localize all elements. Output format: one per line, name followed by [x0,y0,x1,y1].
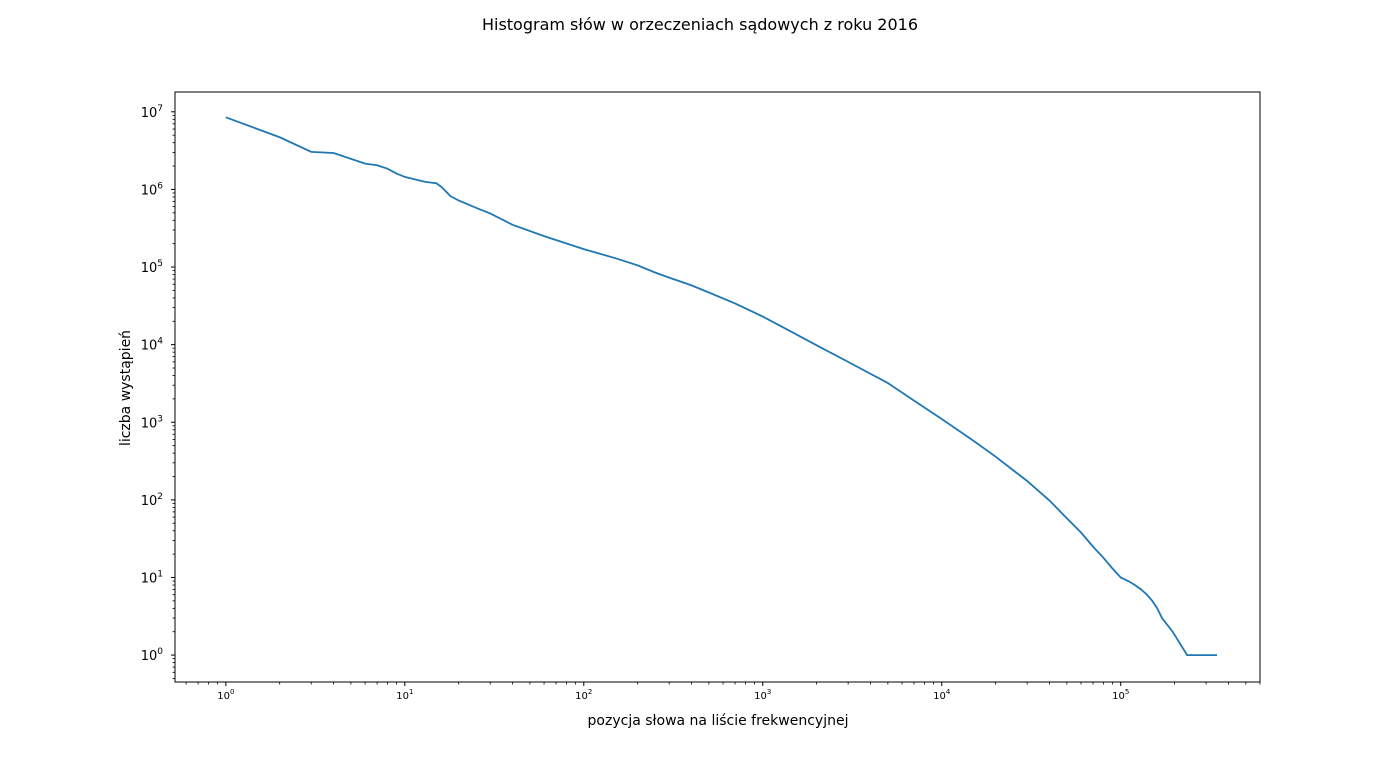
x-axis-label: pozycja słowa na liście frekwencyjnej [588,713,849,729]
x-tick-base: 10 [217,691,230,702]
x-tick-base: 10 [575,691,588,702]
y-tick-label: 104 [141,337,164,354]
chart-title: Histogram słów w orzeczeniach sądowych z… [482,15,918,34]
y-tick-exponent: 3 [157,414,163,424]
x-tick-base: 10 [396,691,409,702]
x-tick-exponent: 3 [767,688,771,696]
y-tick-exponent: 7 [157,104,163,114]
x-tick-label: 102 [575,688,592,702]
x-tick-label: 103 [754,688,771,702]
y-tick-label: 102 [141,492,163,509]
x-tick-label: 100 [217,688,234,702]
y-tick-label: 100 [141,647,164,664]
x-axis: 100 101 102 103 104 105 [185,682,1261,702]
x-tick-label: 104 [933,688,951,702]
y-tick-exponent: 0 [157,647,163,657]
y-tick-base: 10 [141,571,158,586]
y-tick-exponent: 5 [157,259,163,269]
y-tick-exponent: 1 [157,569,163,579]
x-tick-exponent: 5 [1125,688,1129,696]
y-tick-base: 10 [141,106,158,121]
y-tick-exponent: 4 [157,337,163,347]
x-tick-base: 10 [933,691,946,702]
x-tick-exponent: 0 [230,688,234,696]
y-tick-base: 10 [141,183,158,198]
y-tick-exponent: 2 [157,492,163,502]
y-tick-base: 10 [141,494,158,509]
y-tick-base: 10 [141,649,158,664]
x-tick-label: 101 [396,688,413,702]
x-tick-base: 10 [1112,691,1125,702]
y-tick-base: 10 [141,416,158,431]
y-tick-base: 10 [141,261,158,276]
x-tick-exponent: 2 [588,688,592,696]
y-tick-label: 107 [141,104,163,121]
series-line [225,116,1217,656]
x-tick-exponent: 1 [409,688,413,696]
x-tick-exponent: 4 [946,688,951,696]
y-tick-label: 101 [141,569,163,586]
x-tick-label: 105 [1112,688,1129,702]
y-tick-label: 106 [141,181,164,198]
y-tick-base: 10 [141,339,158,354]
y-tick-label: 103 [141,414,163,431]
y-axis-label: liczba wystąpień [118,330,134,446]
y-tick-label: 105 [141,259,163,276]
y-tick-exponent: 6 [157,181,163,191]
x-tick-base: 10 [754,691,767,702]
plot-frame [174,91,1261,683]
